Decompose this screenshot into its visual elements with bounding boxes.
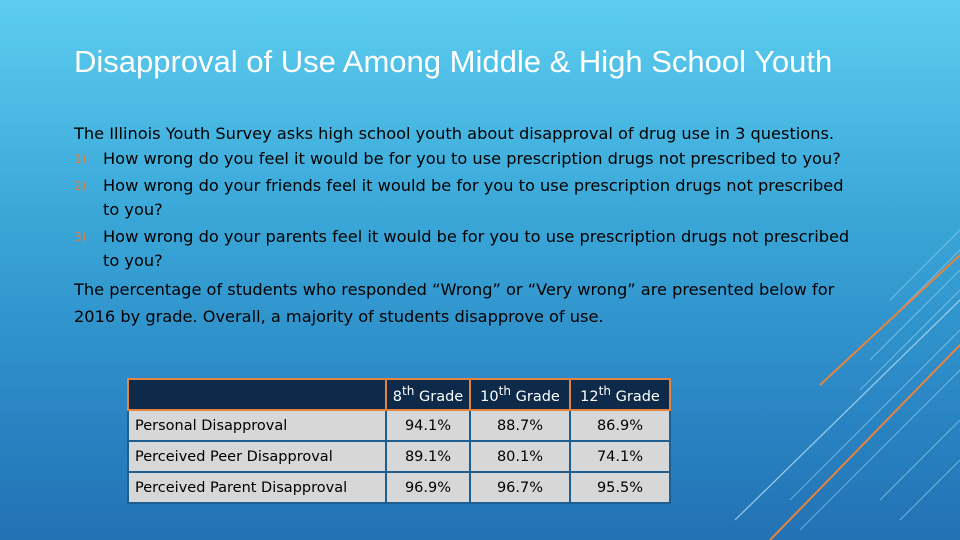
- table-header-10th-grade: 10th Grade: [469, 378, 571, 411]
- question-number: 3): [74, 230, 87, 244]
- table-cell: 95.5%: [569, 471, 671, 504]
- question-number: 2): [74, 179, 87, 193]
- table-cell: 88.7%: [469, 409, 571, 442]
- question-text: How wrong do your parents feel it would …: [103, 227, 850, 270]
- table-header-8th-grade: 8th Grade: [385, 378, 471, 411]
- table-header-row: 8th Grade 10th Grade 12th Grade: [127, 378, 671, 411]
- disapproval-table: 8th Grade 10th Grade 12th Grade Personal…: [127, 378, 671, 504]
- row-label: Perceived Parent Disapproval: [127, 471, 387, 504]
- slide-body: The Illinois Youth Survey asks high scho…: [74, 120, 864, 330]
- table-header-12th-grade: 12th Grade: [569, 378, 671, 411]
- question-item: 2) How wrong do your friends feel it wou…: [74, 174, 864, 222]
- question-item: 3) How wrong do your parents feel it wou…: [74, 225, 864, 273]
- table-cell: 80.1%: [469, 440, 571, 473]
- slide-title: Disapproval of Use Among Middle & High S…: [74, 44, 833, 79]
- table-row: Personal Disapproval 94.1% 88.7% 86.9%: [127, 409, 671, 442]
- question-item: 1) How wrong do you feel it would be for…: [74, 147, 864, 171]
- table-cell: 89.1%: [385, 440, 471, 473]
- table-cell: 94.1%: [385, 409, 471, 442]
- table-row: Perceived Peer Disapproval 89.1% 80.1% 7…: [127, 440, 671, 473]
- row-label: Personal Disapproval: [127, 409, 387, 442]
- question-text: How wrong do you feel it would be for yo…: [103, 149, 841, 168]
- table-cell: 96.9%: [385, 471, 471, 504]
- summary-text: The percentage of students who responded…: [74, 280, 835, 326]
- intro-text: The Illinois Youth Survey asks high scho…: [74, 124, 835, 143]
- table-cell: 86.9%: [569, 409, 671, 442]
- table-cell: 96.7%: [469, 471, 571, 504]
- question-list: 1) How wrong do you feel it would be for…: [74, 147, 864, 273]
- table-row: Perceived Parent Disapproval 96.9% 96.7%…: [127, 471, 671, 504]
- table-header-empty: [127, 378, 387, 411]
- question-text: How wrong do your friends feel it would …: [103, 176, 844, 219]
- table-cell: 74.1%: [569, 440, 671, 473]
- row-label: Perceived Peer Disapproval: [127, 440, 387, 473]
- question-number: 1): [74, 152, 87, 166]
